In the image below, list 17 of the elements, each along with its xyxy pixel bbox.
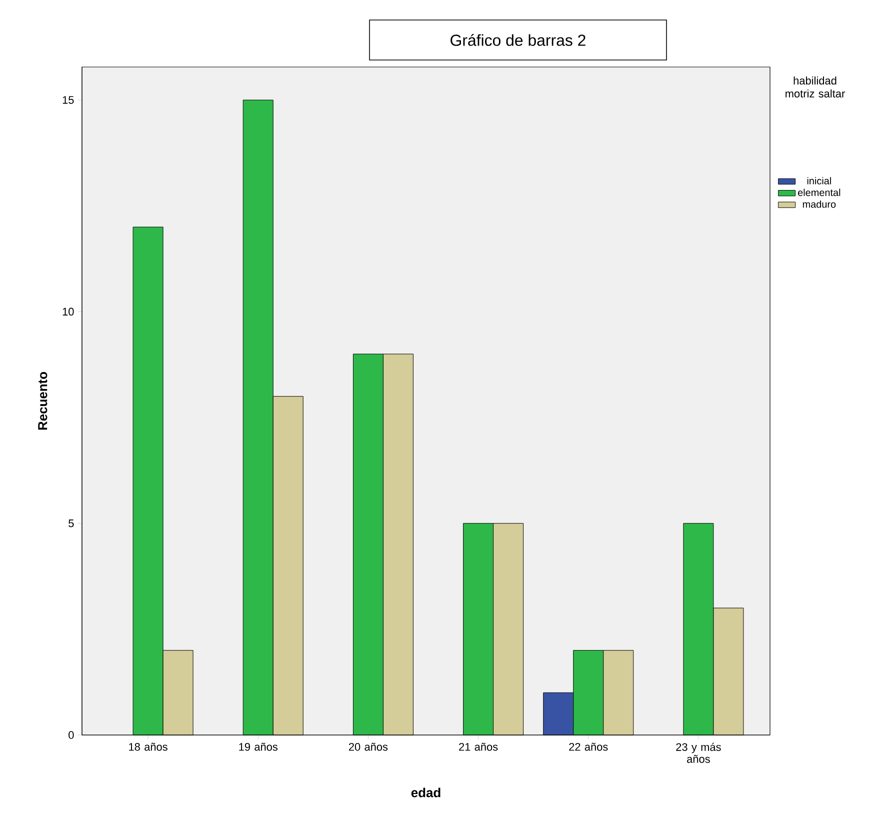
chart-title: Gráfico de barras 2 — [450, 34, 586, 46]
x-tick-label: 18 años — [129, 742, 168, 751]
y-tick-label: 5 — [68, 520, 74, 528]
x-tick-label: 20 años — [348, 742, 388, 751]
legend-title: habilidad motriz saltar — [786, 76, 845, 98]
legend-label: inicial — [807, 177, 831, 184]
y-axis-title: Recuento — [38, 372, 48, 430]
y-tick-label: 10 — [62, 308, 74, 316]
x-axis-title: edad — [411, 788, 440, 798]
x-tick-label: 19 años — [239, 742, 278, 751]
y-tick-label: 15 — [62, 96, 74, 104]
legend-label: maduro — [802, 200, 836, 208]
x-tick-label: 23 y más años — [676, 742, 721, 763]
x-tick-label: 22 años — [569, 742, 608, 751]
y-tick-label: 0 — [68, 731, 74, 739]
x-tick-label: 21 años — [459, 742, 498, 751]
legend-label: elemental — [798, 188, 840, 196]
